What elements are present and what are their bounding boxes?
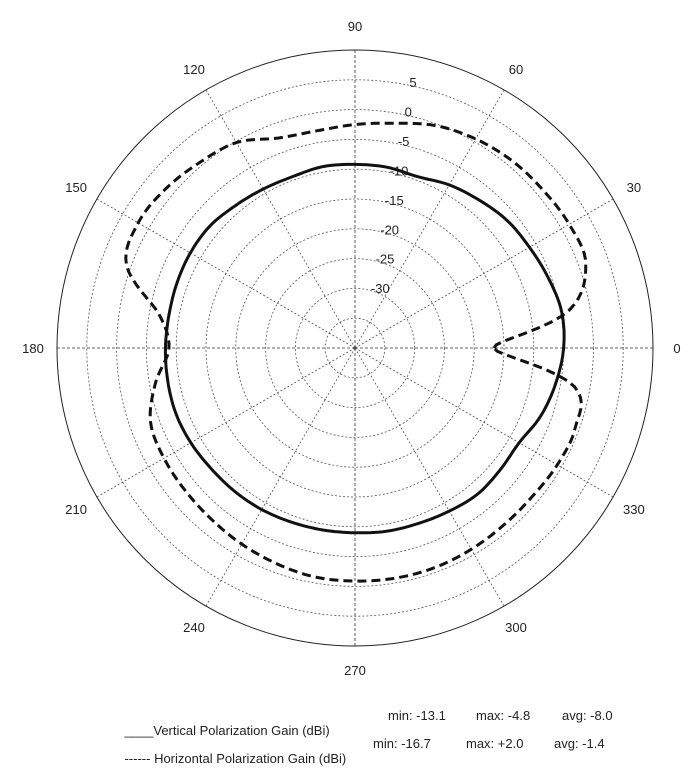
grid-circle (294, 287, 415, 408)
grid-circle (205, 198, 505, 498)
grid-spoke (205, 89, 356, 349)
angle-tick-label: 330 (623, 502, 645, 517)
legend-horizontal-label-row: ------ Horizontal Polarization Gain (dBi… (110, 736, 346, 781)
angle-tick-label: 150 (65, 180, 87, 195)
polar-grid (56, 49, 654, 647)
grid-circle (324, 317, 386, 379)
series-horizontal-line (124, 121, 588, 583)
grid-spoke (205, 347, 356, 607)
angle-tick-label: 60 (509, 62, 523, 77)
angle-tick-label: 0 (673, 341, 680, 356)
grid-circle (86, 79, 624, 617)
grid-spoke (96, 198, 356, 349)
legend-vertical-label: Vertical Polarization Gain (dBi) (153, 723, 330, 738)
angle-tick-label: 210 (65, 502, 87, 517)
series-layer (124, 121, 588, 583)
radial-tick-label: 0 (405, 105, 412, 120)
radial-tick-label: -20 (380, 222, 399, 237)
legend-vertical-avg: avg: -8.0 (562, 708, 613, 723)
legend-vertical-min: min: -13.1 (388, 708, 446, 723)
angle-tick-label: 300 (505, 620, 527, 635)
angle-tick-label: 180 (22, 341, 44, 356)
grid-spoke (354, 347, 505, 607)
grid-circle (235, 228, 475, 468)
series-vertical-line (163, 162, 566, 535)
legend-vertical-prefix: ____ (124, 723, 154, 738)
angle-tick-label: 270 (344, 663, 366, 678)
angle-tick-label: 30 (627, 180, 641, 195)
radial-tick-label: -30 (371, 281, 390, 296)
radial-tick-label: 5 (409, 75, 416, 90)
grid-spoke (354, 347, 614, 498)
legend-vertical-max: max: -4.8 (476, 708, 531, 723)
angle-tick-label: 90 (348, 19, 362, 34)
radial-tick-label: -25 (376, 252, 395, 267)
grid-spoke (96, 347, 356, 498)
legend-horizontal-min: min: -16.7 (373, 736, 431, 751)
angle-tick-label: 240 (183, 620, 205, 635)
angle-tick-labels: 0 30 60 90 120 150 180 210 240 270 300 330 (22, 19, 680, 678)
grid-spoke (354, 89, 505, 349)
legend-vertical-label-row: ____Vertical Polarization Gain (dBi) (110, 708, 330, 753)
radial-tick-labels: 50-5-10-15-20-25-30 (371, 75, 417, 296)
angle-tick-label: 120 (183, 62, 205, 77)
grid-spoke (354, 198, 614, 349)
legend-horizontal-label: Horizontal Polarization Gain (dBi) (154, 751, 347, 766)
radial-tick-label: -5 (398, 134, 410, 149)
grid-circle (265, 258, 445, 438)
radial-tick-label: -15 (385, 193, 404, 208)
grid-circle (175, 168, 535, 528)
legend-horizontal-prefix: ------ (124, 751, 151, 766)
legend-horizontal-max: max: +2.0 (466, 736, 524, 751)
legend-horizontal-avg: avg: -1.4 (554, 736, 605, 751)
grid-circle (116, 109, 594, 587)
